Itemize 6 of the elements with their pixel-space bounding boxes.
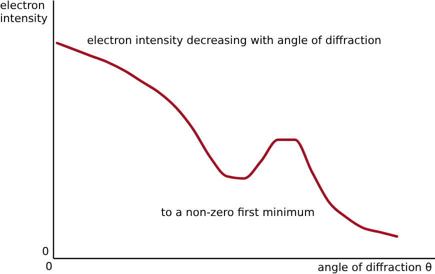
text: 0	[46, 260, 52, 273]
annotation: electron intensity decreasing with angle of diffraction	[87, 34, 382, 47]
annotation: to a non-zero first minimum	[161, 206, 315, 219]
x-axis-title: angle of diffraction θ	[318, 261, 432, 274]
annotation: 0	[42, 245, 49, 258]
y-axis-title: electron intensity	[0, 0, 48, 25]
